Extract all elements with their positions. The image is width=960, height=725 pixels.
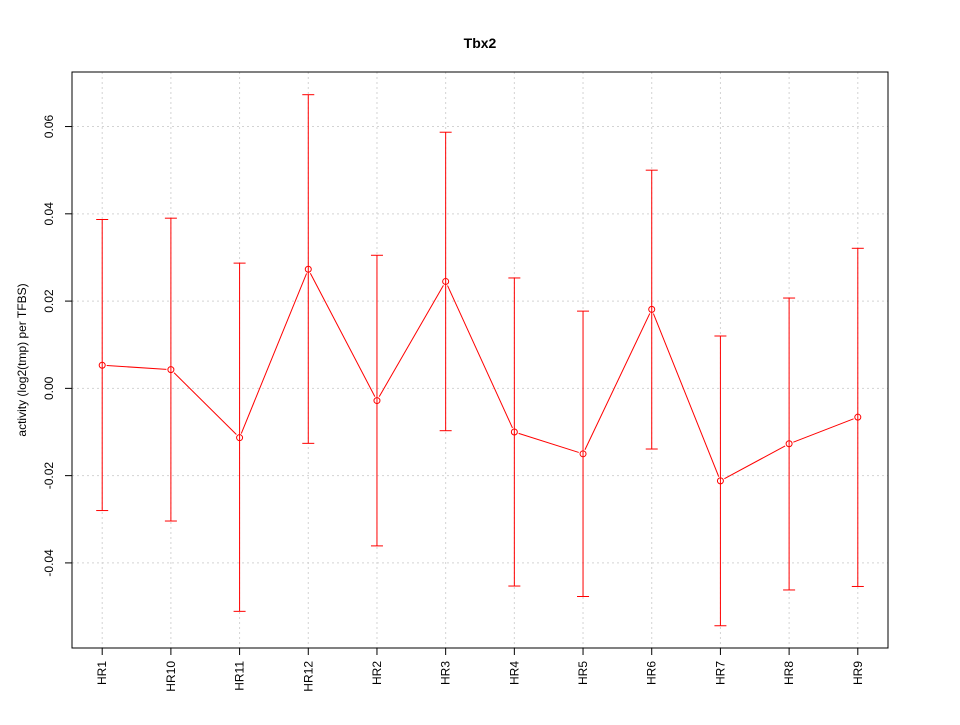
y-axis-label: activity (log2(tmp) per TFBS) (15, 283, 29, 436)
y-tick-label: 0.02 (42, 289, 56, 313)
data-point (854, 413, 862, 421)
x-tick-label: HR2 (370, 661, 384, 685)
data-series (96, 94, 864, 627)
series-line-segment (793, 418, 854, 443)
series-line-segment (584, 313, 651, 450)
series-line-segment (240, 273, 308, 434)
data-point (442, 277, 450, 285)
x-axis: HR1 HR10 HR11 HR12 HR2 HR3 HR4 HR5 HR6 HR7 HR8 HR9 (95, 648, 865, 692)
grid-lines (72, 72, 888, 648)
data-point (579, 450, 587, 458)
y-axis: -0.04 -0.02 0.00 0.02 0.04 0.06 (42, 115, 72, 577)
data-point (98, 361, 106, 369)
chart-title: Tbx2 (464, 35, 497, 51)
data-point (304, 265, 312, 273)
series-line-segment (652, 313, 720, 477)
data-point (236, 434, 244, 442)
y-tick-label: -0.04 (42, 549, 56, 577)
y-tick-label: 0.00 (42, 376, 56, 400)
x-tick-label: HR6 (645, 661, 659, 685)
series-line-segment (447, 285, 513, 429)
series-line-segment (106, 365, 167, 370)
x-tick-label: HR10 (164, 661, 178, 692)
x-tick-label: HR12 (301, 661, 315, 692)
series-line-segment (518, 432, 579, 453)
y-tick-label: -0.02 (42, 462, 56, 490)
series-line-segment (724, 445, 786, 480)
data-point (785, 440, 793, 448)
x-tick-label: HR4 (507, 661, 521, 685)
y-tick-label: 0.04 (42, 202, 56, 226)
series-line-segment (378, 285, 444, 397)
x-tick-label: HR3 (439, 661, 453, 685)
data-point (510, 428, 518, 436)
x-tick-label: HR8 (782, 661, 796, 685)
x-tick-label: HR1 (95, 661, 109, 685)
x-tick-label: HR11 (233, 661, 247, 691)
x-tick-label: HR7 (713, 661, 727, 685)
plot-frame (71, 71, 889, 649)
series-line-segment (173, 372, 237, 435)
series-line-segment (309, 272, 376, 397)
x-tick-label: HR9 (851, 661, 865, 685)
data-point (716, 477, 724, 485)
data-point (167, 366, 175, 374)
data-point (648, 305, 656, 313)
data-point (373, 397, 381, 405)
y-tick-label: 0.06 (42, 115, 56, 139)
x-tick-label: HR5 (576, 661, 590, 685)
